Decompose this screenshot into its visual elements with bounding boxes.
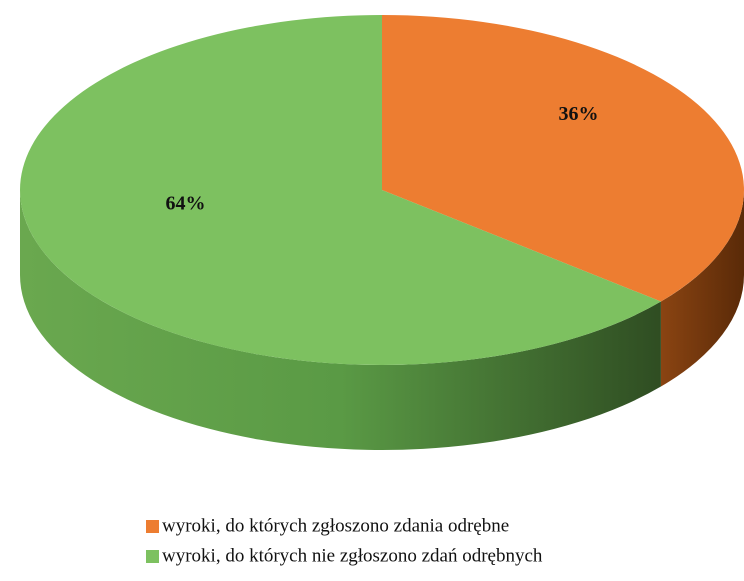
pie-slice [382, 15, 744, 302]
data-label: 36% [559, 103, 599, 125]
legend-swatch [146, 550, 159, 563]
legend-label: wyroki, do których zgłoszono zdania odrę… [162, 515, 509, 536]
legend-label: wyroki, do których nie zgłoszono zdań od… [162, 545, 543, 566]
data-label: 64% [165, 192, 205, 214]
pie-slice [19, 15, 661, 366]
slice-side [20, 190, 661, 451]
slice-side [660, 190, 744, 387]
legend-swatch [146, 520, 159, 533]
